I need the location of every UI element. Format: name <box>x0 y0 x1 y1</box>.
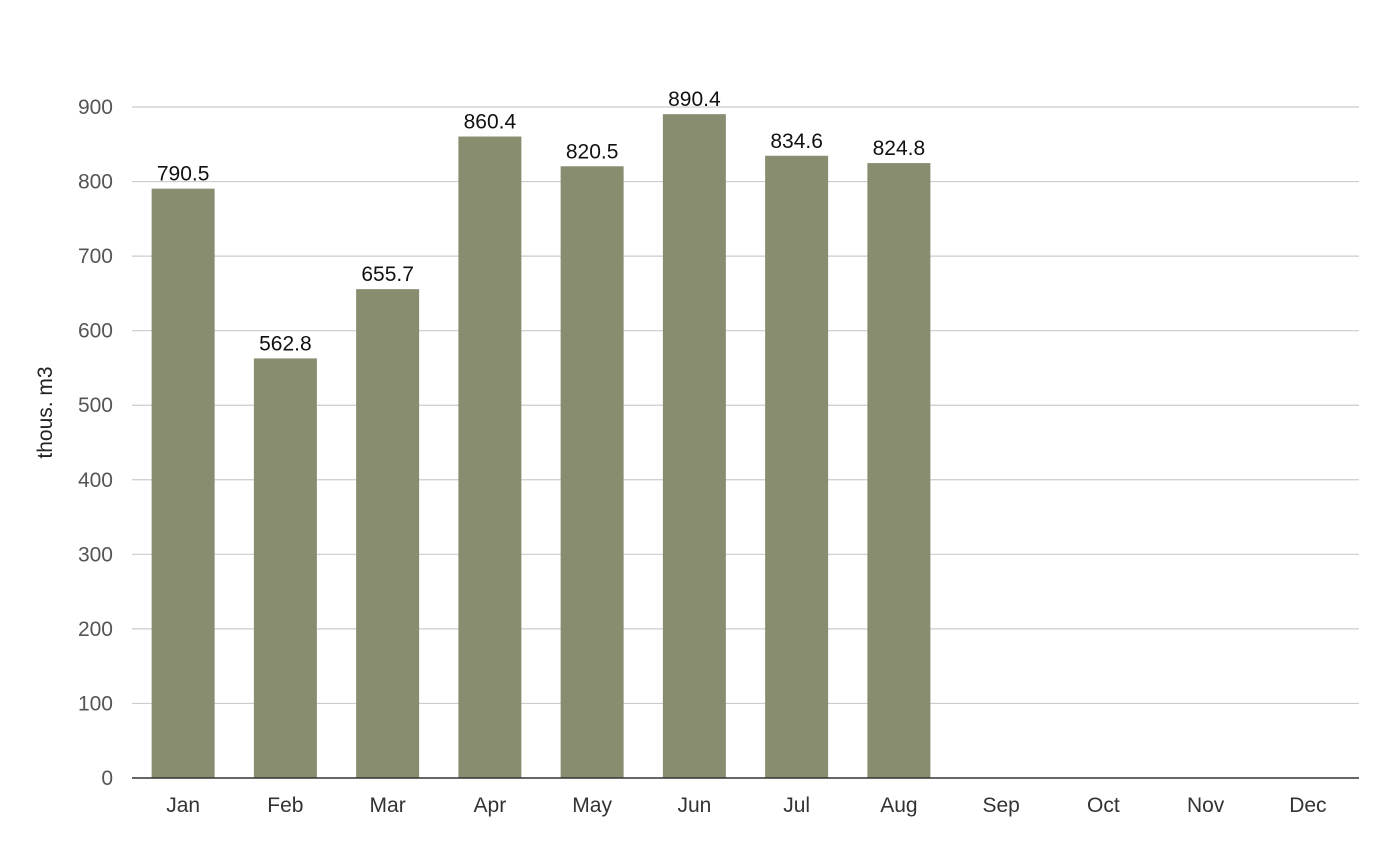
y-tick-label: 900 <box>78 96 113 119</box>
x-tick-label-nov: Nov <box>1187 794 1225 817</box>
x-tick-label-jan: Jan <box>166 794 200 817</box>
y-tick-label: 700 <box>78 245 113 268</box>
gridlines <box>132 106 1359 705</box>
x-tick-label-dec: Dec <box>1289 794 1326 817</box>
x-tick-label-feb: Feb <box>267 794 303 817</box>
x-tick-label-mar: Mar <box>370 794 406 817</box>
data-label-apr: 860.4 <box>464 111 517 134</box>
bar-aug <box>867 163 931 778</box>
bar-apr <box>458 136 522 779</box>
y-tick-label: 100 <box>78 692 113 715</box>
bar-feb <box>253 358 317 778</box>
x-tick-label-jul: Jul <box>783 794 810 817</box>
data-label-aug: 824.8 <box>873 137 926 160</box>
x-tick-label-aug: Aug <box>880 794 917 817</box>
y-tick-label: 600 <box>78 320 113 343</box>
x-tick-label-sep: Sep <box>982 794 1019 817</box>
x-tick-label-oct: Oct <box>1087 794 1120 817</box>
y-tick-label: 800 <box>78 171 113 194</box>
y-tick-label: 0 <box>101 767 113 790</box>
data-label-mar: 655.7 <box>361 263 414 286</box>
data-label-jan: 790.5 <box>157 163 210 186</box>
data-label-jul: 834.6 <box>770 130 823 153</box>
labels: 0 100 200 300 400 500 600 700 800 900 790.5 Jan 562.… <box>78 88 1327 817</box>
data-label-feb: 562.8 <box>259 332 312 355</box>
y-tick-label: 200 <box>78 618 113 641</box>
bar-may <box>560 166 624 778</box>
data-label-may: 820.5 <box>566 140 619 163</box>
bar-jan <box>151 188 215 779</box>
x-tick-label-may: May <box>572 794 612 817</box>
x-tick-label-apr: Apr <box>474 794 507 817</box>
bar-jul <box>765 155 829 778</box>
y-tick-label: 300 <box>78 543 113 566</box>
x-tick-label-jun: Jun <box>677 794 711 817</box>
bars <box>151 114 931 779</box>
bar-mar <box>356 289 420 778</box>
bar-jun <box>662 114 726 778</box>
y-tick-label: 400 <box>78 469 113 492</box>
data-label-jun: 890.4 <box>668 88 721 111</box>
y-axis-title: thous. m3 <box>34 366 57 458</box>
y-tick-label: 500 <box>78 394 113 417</box>
